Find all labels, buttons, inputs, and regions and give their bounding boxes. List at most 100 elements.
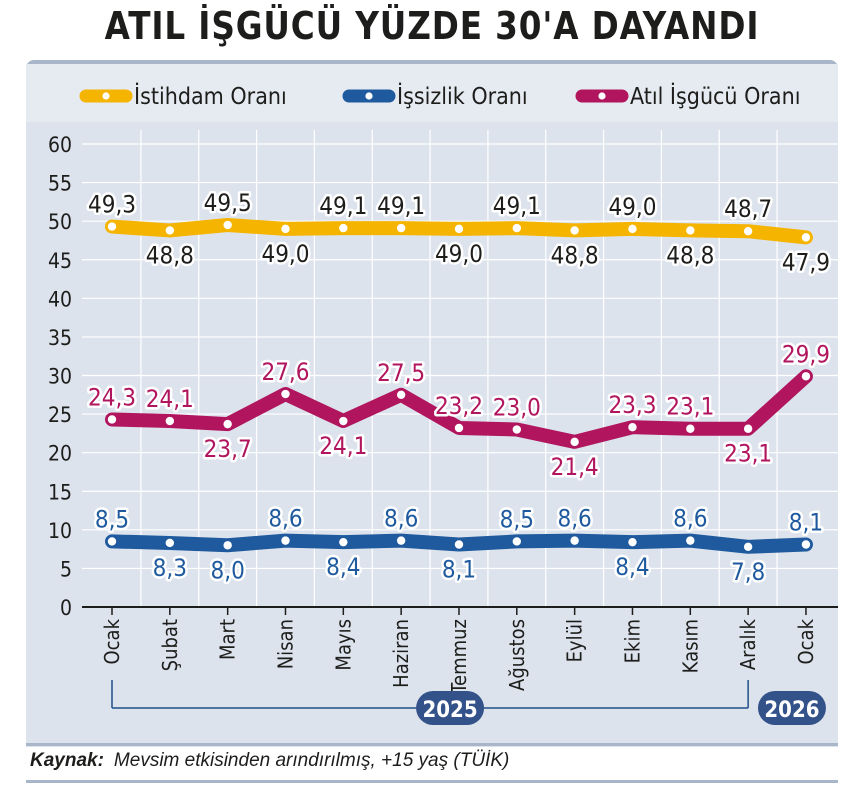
data-point: [512, 425, 522, 434]
data-point: [165, 538, 175, 548]
legend-label-1: İşsizlik Oranı: [397, 82, 528, 110]
data-point: [686, 226, 695, 235]
x-tick-label: Ocak: [100, 618, 124, 664]
data-label: 8,0: [210, 556, 244, 584]
data-point: [281, 536, 290, 545]
x-tick-label: Temmuz: [447, 619, 471, 695]
data-point: [512, 223, 522, 233]
data-label: 8,3: [153, 554, 187, 582]
data-label: 24,1: [319, 432, 367, 460]
data-point: [801, 233, 811, 242]
data-point: [743, 424, 753, 433]
data-point: [281, 389, 290, 399]
legend-marker-0: [102, 92, 110, 100]
footer-divider: [26, 743, 838, 746]
data-label: 8,6: [384, 505, 418, 533]
source-label: Kaynak:: [30, 750, 104, 771]
data-label: 8,4: [326, 553, 360, 581]
data-label: 49,1: [319, 192, 367, 220]
source-text: Mevsim etkisinden arındırılmış, +15 yaş …: [113, 750, 510, 771]
y-tick-label: 0: [60, 596, 72, 620]
data-label: 23,3: [608, 391, 656, 419]
data-point: [396, 536, 406, 545]
data-point: [107, 537, 117, 546]
data-label: 48,8: [146, 241, 194, 269]
data-point: [570, 437, 579, 447]
data-label: 8,1: [442, 555, 476, 583]
footer-divider-bottom: [26, 780, 838, 783]
x-tick-label: Eylül: [563, 619, 587, 662]
data-label: 8,1: [789, 508, 823, 536]
data-label: 8,6: [268, 505, 302, 533]
data-label: 48,8: [551, 241, 599, 269]
chart-title: ATIL İŞGÜCÜ YÜZDE 30'A DAYANDI: [104, 4, 760, 48]
year-badge-1: [757, 691, 826, 725]
legend-band: [26, 64, 838, 122]
y-tick-label: 20: [48, 442, 72, 466]
data-point: [686, 536, 695, 545]
x-tick-label: Ekim: [620, 619, 644, 663]
data-label: 27,6: [261, 358, 309, 386]
x-tick-label: Haziran: [389, 619, 413, 688]
data-point: [801, 540, 811, 549]
data-label: 7,8: [731, 558, 765, 586]
data-point: [396, 390, 406, 399]
data-point: [570, 226, 579, 235]
x-tick-label: Mart: [216, 619, 240, 660]
data-point: [223, 220, 232, 230]
data-label: 49,5: [204, 189, 252, 217]
data-point: [454, 224, 464, 234]
data-point: [223, 419, 232, 429]
source-note: Kaynak: Mevsim etkisinden arındırılmış, +…: [30, 750, 509, 772]
y-tick-label: 60: [48, 133, 72, 157]
data-point: [165, 416, 175, 426]
data-label: 24,3: [88, 383, 136, 411]
data-point: [686, 424, 695, 433]
y-tick-label: 45: [48, 249, 72, 273]
data-label: 8,6: [557, 505, 591, 533]
x-tick-label: Ağustos: [505, 619, 529, 691]
data-point: [165, 226, 175, 235]
data-point: [339, 416, 348, 426]
legend-marker-1: [365, 92, 373, 100]
data-point: [454, 540, 464, 549]
data-point: [628, 537, 637, 547]
year-label-0: 2025: [423, 698, 478, 723]
data-label: 23,2: [435, 392, 483, 420]
data-label: 48,7: [724, 195, 772, 223]
data-point: [339, 537, 348, 547]
x-tick-label: Nisan: [273, 619, 297, 669]
data-label: 24,1: [146, 385, 194, 413]
y-tick-label: 30: [48, 365, 72, 389]
data-point: [281, 224, 290, 234]
data-point: [396, 223, 406, 233]
legend-label-2: Atıl İşgücü Oranı: [630, 82, 800, 110]
y-tick-label: 40: [48, 287, 72, 311]
data-label: 49,3: [88, 191, 136, 219]
x-tick-label: Mayıs: [331, 619, 355, 671]
y-tick-label: 55: [48, 172, 72, 196]
year-badge-0: [416, 691, 485, 725]
data-label: 21,4: [551, 453, 599, 481]
data-point: [512, 537, 522, 546]
data-label: 23,7: [204, 435, 252, 463]
y-tick-label: 25: [48, 403, 72, 427]
data-label: 23,0: [493, 394, 541, 422]
legend-marker-2: [598, 92, 606, 100]
data-label: 49,1: [493, 192, 541, 220]
data-label: 49,0: [608, 193, 656, 221]
data-label: 8,4: [615, 553, 649, 581]
data-point: [339, 223, 348, 233]
data-point: [223, 541, 232, 550]
data-label: 47,9: [782, 248, 830, 276]
y-tick-label: 50: [48, 210, 72, 234]
data-label: 23,1: [724, 440, 772, 468]
data-point: [801, 372, 811, 381]
legend-label-0: İstihdam Oranı: [134, 82, 287, 110]
y-tick-label: 5: [60, 557, 72, 581]
data-label: 49,0: [261, 240, 309, 268]
data-point: [628, 224, 637, 234]
year-label-1: 2026: [764, 698, 819, 723]
data-point: [107, 222, 117, 231]
